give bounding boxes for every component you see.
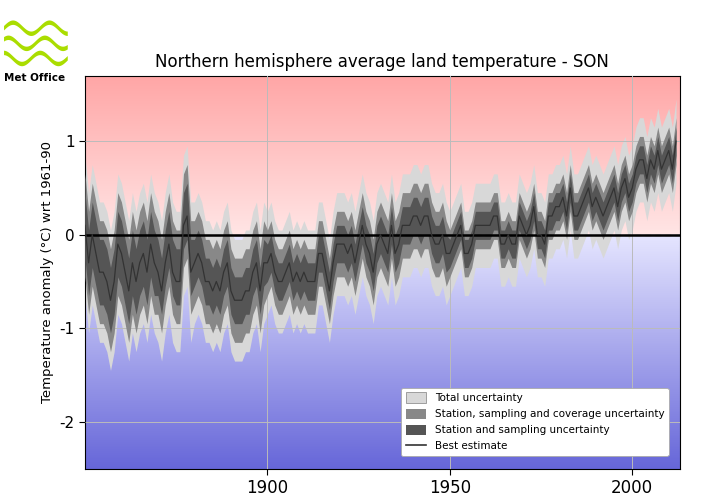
- Text: Met Office: Met Office: [4, 73, 64, 83]
- Title: Northern hemisphere average land temperature - SON: Northern hemisphere average land tempera…: [155, 53, 610, 71]
- Y-axis label: Temperature anomaly (°C) wrt 1961-90: Temperature anomaly (°C) wrt 1961-90: [41, 141, 54, 403]
- Legend: Total uncertainty, Station, sampling and coverage uncertainty, Station and sampl: Total uncertainty, Station, sampling and…: [401, 388, 668, 456]
